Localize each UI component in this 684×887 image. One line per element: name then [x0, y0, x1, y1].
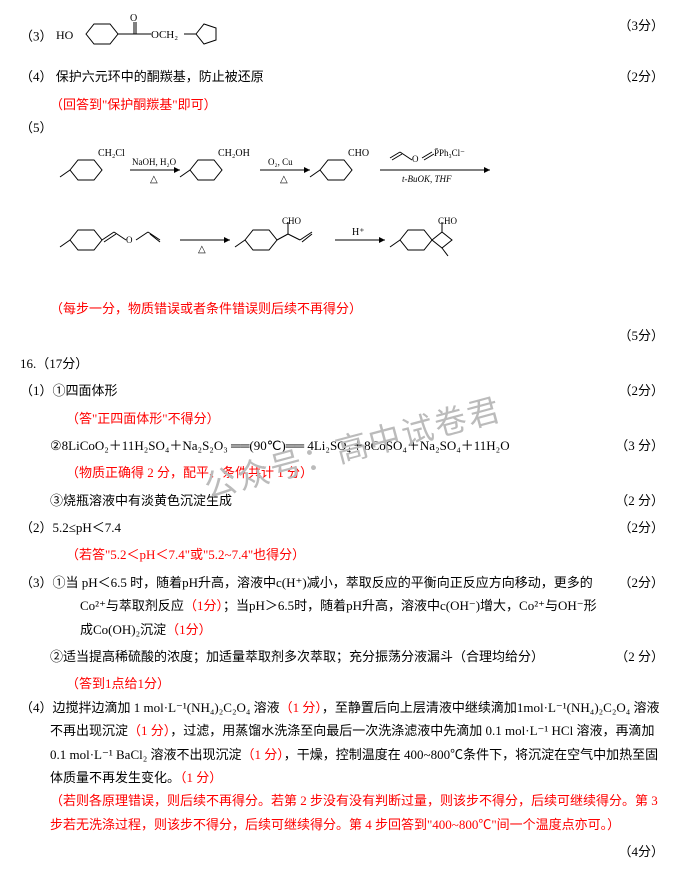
- q16-4-p2: （1 分）: [128, 723, 170, 738]
- q16-4-p4: （1 分）: [180, 770, 222, 785]
- svg-text:NaOH, H₂O: NaOH, H₂O: [132, 157, 177, 167]
- q16-4-p1: （1 分）: [280, 700, 322, 715]
- q16-1c: ③烧瓶溶液中有淡黄色沉淀生成 （2 分）: [20, 489, 664, 512]
- q16-4: （4）边搅拌边滴加 1 mol·L⁻¹(NH₄)₂C₂O₄ 溶液（1 分），至静…: [20, 696, 664, 790]
- svg-text:H⁺: H⁺: [352, 227, 365, 238]
- q16-3-label: （3）: [20, 575, 53, 590]
- q16-3a2pt: （1分）: [166, 622, 212, 637]
- q16-1b-note: （物质正确得 2 分，配平、条件共计 1 分）: [20, 461, 664, 484]
- svg-text:O₂, Cu: O₂, Cu: [268, 157, 293, 167]
- q16-2-note: （若答"5.2＜pH＜7.4"或"5.2~7.4"也得分）: [20, 543, 664, 566]
- q4-label: （4）: [20, 69, 53, 84]
- q16-1b-score: （3 分）: [615, 434, 664, 457]
- q16-1c-score: （2 分）: [615, 489, 664, 512]
- q16-2: （2）5.2≤pH＜7.4 （2分）: [20, 516, 664, 539]
- q16-4-t1: 边搅拌边滴加 1 mol·L⁻¹(NH₄)₂C₂O₄ 溶液: [53, 700, 280, 715]
- q5-label: （5）: [20, 116, 664, 139]
- q16-2-text: 5.2≤pH＜7.4: [53, 520, 122, 535]
- q16-1a-note: （答"正四面体形"不得分）: [20, 407, 664, 430]
- q16-4-p3: （1 分）: [242, 747, 284, 762]
- q5-score: （5分）: [618, 324, 664, 347]
- q5-scheme: CH₂Cl NaOH, H₂O △ CH₂OH O₂, Cu △ CHO O P̄P…: [20, 140, 664, 297]
- q16-1-label: （1）: [20, 383, 53, 398]
- svg-text:CHO: CHO: [282, 216, 302, 226]
- svg-text:CHO: CHO: [438, 216, 458, 226]
- q16-3b: ②适当提高稀硫酸的浓度；加适量萃取剂多次萃取；充分振荡分液漏斗（合理均给分） （…: [20, 645, 664, 668]
- q4-row: （4） 保护六元环中的酮羰基，防止被还原 （2分）: [20, 65, 664, 88]
- q16-3a: （3）①当 pH＜6.5 时，随着pH升高，溶液中c(H⁺)减小，萃取反应的平衡…: [20, 571, 664, 641]
- q4-score: （2分）: [618, 65, 664, 88]
- q16-3a1pt: （1分）: [184, 598, 223, 613]
- q16-2-label: （2）: [20, 520, 53, 535]
- q16-3b-text: ②适当提高稀硫酸的浓度；加适量萃取剂多次萃取；充分振荡分液漏斗（合理均给分）: [50, 645, 605, 668]
- q4-text: 保护六元环中的酮羰基，防止被还原: [56, 69, 264, 84]
- q16-3b-note: （答到1点给1分）: [20, 672, 664, 695]
- q3-structure: HO O OCH₂: [56, 14, 276, 61]
- svg-text:P̄Ph₃Cl⁻: P̄Ph₃Cl⁻: [434, 148, 465, 158]
- q3-score: （3分）: [618, 14, 664, 37]
- q16-4-score: （4分）: [618, 840, 664, 863]
- q16-header: 16.（17分）: [20, 352, 664, 375]
- q16-2-score: （2分）: [618, 516, 664, 539]
- q16-1a-score: （2分）: [618, 379, 664, 402]
- q16-3b-score: （2 分）: [615, 645, 664, 668]
- q5-note: （每步一分，物质错误或者条件错误则后续不再得分）: [20, 297, 664, 320]
- svg-text:△: △: [198, 244, 206, 255]
- q16-1a: （1）①四面体形 （2分）: [20, 379, 664, 402]
- svg-text:△: △: [150, 174, 158, 185]
- svg-text:t-BuOK, THF: t-BuOK, THF: [402, 174, 452, 184]
- svg-text:CH₂OH: CH₂OH: [218, 148, 250, 159]
- svg-text:O: O: [412, 154, 419, 164]
- svg-text:△: △: [280, 174, 288, 185]
- q16-4-note: （若则各原理错误，则后续不再得分。若第 2 步没有没有判断过量，则该步不得分，后…: [20, 789, 664, 836]
- q16-1b-text: ②8LiCoO₂＋11H₂SO₄＋Na₂S₂O₃ ══(90℃)══ 4Li₂S…: [50, 434, 605, 457]
- q3-label: （3）: [20, 29, 53, 44]
- svg-text:HO: HO: [56, 28, 74, 42]
- q16-4-label: （4）: [20, 700, 53, 715]
- q4-note: （回答到"保护酮羰基"即可）: [20, 93, 664, 116]
- svg-text:O: O: [130, 14, 137, 24]
- q16-1b: ②8LiCoO₂＋11H₂SO₄＋Na₂S₂O₃ ══(90℃)══ 4Li₂S…: [20, 434, 664, 457]
- svg-text:O: O: [126, 235, 133, 245]
- q16-1a-text: ①四面体形: [53, 383, 118, 398]
- q16-3a-score: （2分）: [618, 571, 664, 594]
- q16-1c-text: ③烧瓶溶液中有淡黄色沉淀生成: [50, 489, 605, 512]
- svg-text:CHO: CHO: [348, 148, 369, 159]
- q3-row: （3） HO O OCH₂ （3分）: [20, 14, 664, 61]
- svg-text:OCH₂: OCH₂: [151, 29, 178, 41]
- svg-text:CH₂Cl: CH₂Cl: [98, 148, 125, 159]
